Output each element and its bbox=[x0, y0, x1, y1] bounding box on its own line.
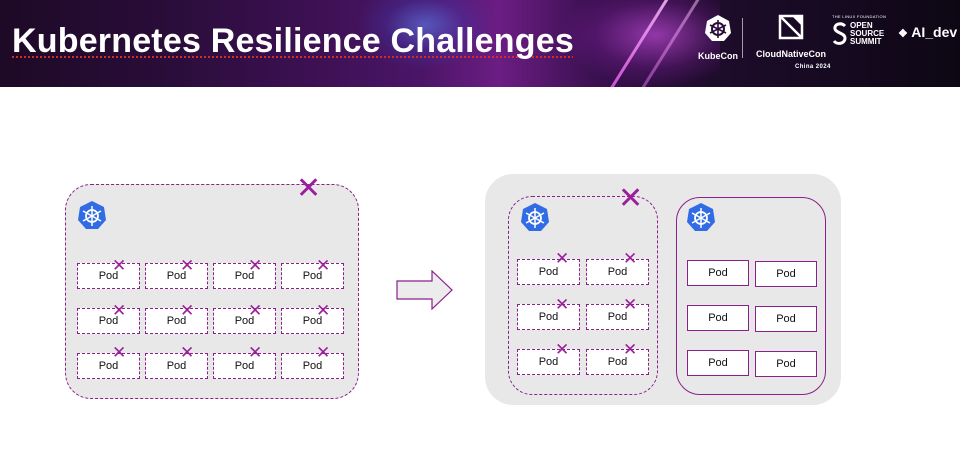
pod-failed: Pod bbox=[77, 308, 140, 334]
pod-failed-mark: ✕ bbox=[316, 256, 331, 275]
kubernetes-icon bbox=[521, 203, 549, 231]
pod-failed: Pod bbox=[281, 263, 344, 289]
oss-word: OPEN bbox=[850, 21, 873, 30]
pod-failed-mark: ✕ bbox=[316, 301, 331, 320]
pod-failed-mark: ✕ bbox=[180, 343, 195, 362]
oss-s-icon bbox=[832, 22, 847, 45]
cluster-failed-mark: ✕ bbox=[296, 172, 322, 205]
pod-failed: Pod bbox=[586, 259, 649, 285]
pod-healthy: Pod bbox=[755, 261, 817, 287]
pod-failed: Pod bbox=[145, 353, 208, 379]
pod-failed-mark: ✕ bbox=[316, 343, 331, 362]
oss-word: SOURCE bbox=[850, 29, 885, 38]
kubecon-label: KubeCon bbox=[698, 51, 738, 61]
pod-healthy: Pod bbox=[755, 351, 817, 377]
pod-failed-mark: ✕ bbox=[112, 301, 127, 320]
pod-failed: Pod bbox=[586, 349, 649, 375]
pod-failed-mark: ✕ bbox=[112, 343, 127, 362]
ai-dev-label: AI_dev bbox=[911, 24, 958, 40]
pod-failed: Pod bbox=[77, 353, 140, 379]
pod-failed-mark: ✕ bbox=[555, 249, 570, 268]
failover-arrow-icon bbox=[396, 270, 453, 310]
page-title: Kubernetes Resilience Challenges bbox=[12, 22, 574, 60]
pod-failed: Pod bbox=[77, 263, 140, 289]
pod-failed: Pod bbox=[213, 308, 276, 334]
pod-healthy: Pod bbox=[687, 305, 749, 331]
pod-failed: Pod bbox=[281, 353, 344, 379]
pod-failed: Pod bbox=[517, 349, 580, 375]
pod-failed: Pod bbox=[517, 304, 580, 330]
pod-healthy: Pod bbox=[687, 350, 749, 376]
pod-failed: Pod bbox=[586, 304, 649, 330]
edition-label: China 2024 bbox=[795, 64, 831, 70]
pod-failed: Pod bbox=[145, 308, 208, 334]
ai-dev-logo: ❖ AI_dev bbox=[898, 24, 957, 40]
oss-word: SUMMIT bbox=[850, 37, 882, 46]
pod-failed: Pod bbox=[281, 308, 344, 334]
pod-failed-mark: ✕ bbox=[248, 301, 263, 320]
cluster-failed-mark: ✕ bbox=[618, 182, 644, 215]
pod-failed: Pod bbox=[517, 259, 580, 285]
pod-failed: Pod bbox=[213, 263, 276, 289]
cloudnativecon-logo: CloudNativeCon bbox=[746, 14, 836, 59]
pod-failed: Pod bbox=[213, 353, 276, 379]
banner-glow bbox=[355, 0, 495, 70]
pod-failed: Pod bbox=[145, 263, 208, 289]
oss-wordmark: OPEN SOURCE SUMMIT bbox=[850, 22, 884, 46]
pod-failed-mark: ✕ bbox=[623, 249, 638, 268]
pod-healthy: Pod bbox=[687, 260, 749, 286]
open-source-summit-logo: THE LINUX FOUNDATION OPEN SOURCE SUMMIT bbox=[832, 14, 892, 46]
cloudnativecon-icon bbox=[778, 14, 804, 40]
kubecon-icon bbox=[705, 15, 731, 41]
event-logos: KubeCon CloudNativeCon China 2024 THE LI… bbox=[690, 12, 960, 82]
pod-failed-mark: ✕ bbox=[180, 301, 195, 320]
pod-healthy: Pod bbox=[755, 306, 817, 332]
kubernetes-icon bbox=[687, 203, 715, 231]
pod-failed-mark: ✕ bbox=[555, 295, 570, 314]
oss-foundation-label: THE LINUX FOUNDATION bbox=[832, 14, 887, 19]
kubecon-logo: KubeCon bbox=[696, 14, 740, 61]
logo-divider bbox=[742, 18, 743, 58]
cloudnativecon-label: CloudNativeCon bbox=[755, 49, 826, 59]
pod-failed-mark: ✕ bbox=[248, 256, 263, 275]
pod-failed-mark: ✕ bbox=[623, 295, 638, 314]
header-banner: Kubernetes Resilience Challenges KubeCon… bbox=[0, 0, 960, 87]
pod-failed-mark: ✕ bbox=[180, 256, 195, 275]
pod-failed-mark: ✕ bbox=[555, 340, 570, 359]
pod-failed-mark: ✕ bbox=[623, 340, 638, 359]
ai-dev-icon: ❖ bbox=[898, 28, 908, 40]
pod-failed-mark: ✕ bbox=[112, 256, 127, 275]
kubernetes-icon bbox=[78, 201, 106, 229]
pod-failed-mark: ✕ bbox=[248, 343, 263, 362]
